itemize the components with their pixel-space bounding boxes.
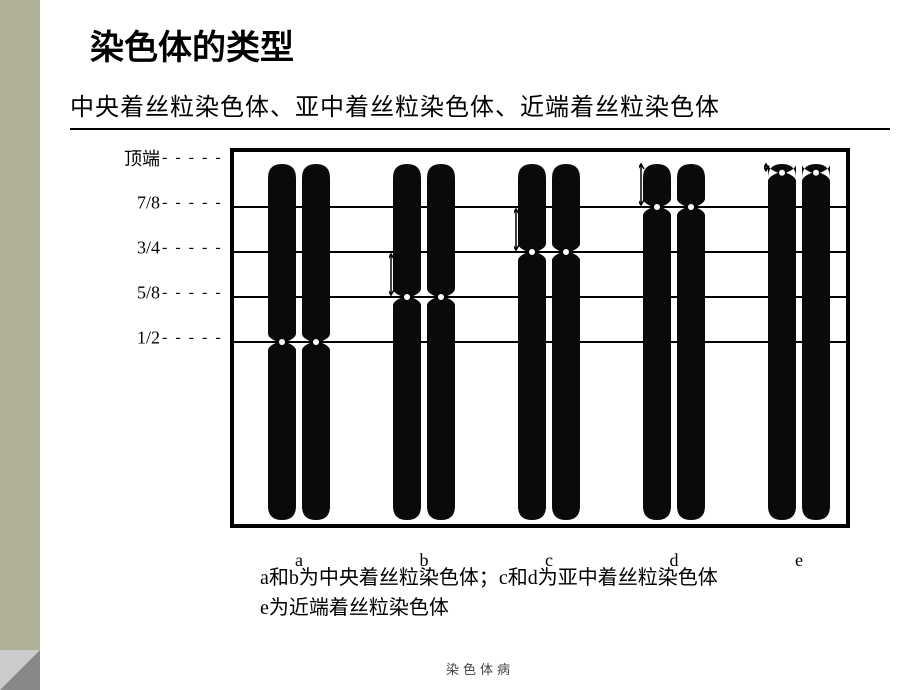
figure-caption: a和b为中央着丝粒染色体；c和d为亚中着丝粒染色体 e为近端着丝粒染色体 [260, 563, 718, 623]
yaxis-dash: - - - - - [162, 284, 223, 302]
yaxis-label: 7/8 [100, 193, 160, 214]
yaxis-label: 1/2 [100, 328, 160, 349]
chart-frame: a b c d e [230, 148, 850, 528]
yaxis-label: 3/4 [100, 238, 160, 259]
sidebar-decor [0, 0, 40, 690]
column-label-e: e [764, 550, 834, 571]
yaxis-label: 顶端 [100, 145, 160, 171]
chromosome-a: a [264, 162, 334, 522]
chromosome-e: e [764, 162, 834, 522]
yaxis-dash: - - - - - [162, 329, 223, 347]
slide: 染色体的类型 中央着丝粒染色体、亚中着丝粒染色体、近端着丝粒染色体 a b c … [40, 0, 920, 690]
title-rule [70, 128, 890, 130]
yaxis-dash: - - - - - [162, 149, 223, 167]
corner-fold [0, 650, 40, 690]
chromosome-b: b [389, 162, 459, 522]
footer-text: 染色体病 [40, 659, 920, 678]
chromosome-c: c [514, 162, 584, 522]
chromosome-d: d [639, 162, 709, 522]
caption-line2: e为近端着丝粒染色体 [260, 593, 718, 623]
yaxis-dash: - - - - - [162, 194, 223, 212]
yaxis-dash: - - - - - [162, 239, 223, 257]
page-title: 染色体的类型 [90, 20, 890, 69]
page-subtitle: 中央着丝粒染色体、亚中着丝粒染色体、近端着丝粒染色体 [70, 87, 890, 122]
caption-line1: a和b为中央着丝粒染色体；c和d为亚中着丝粒染色体 [260, 563, 718, 593]
yaxis-label: 5/8 [100, 283, 160, 304]
